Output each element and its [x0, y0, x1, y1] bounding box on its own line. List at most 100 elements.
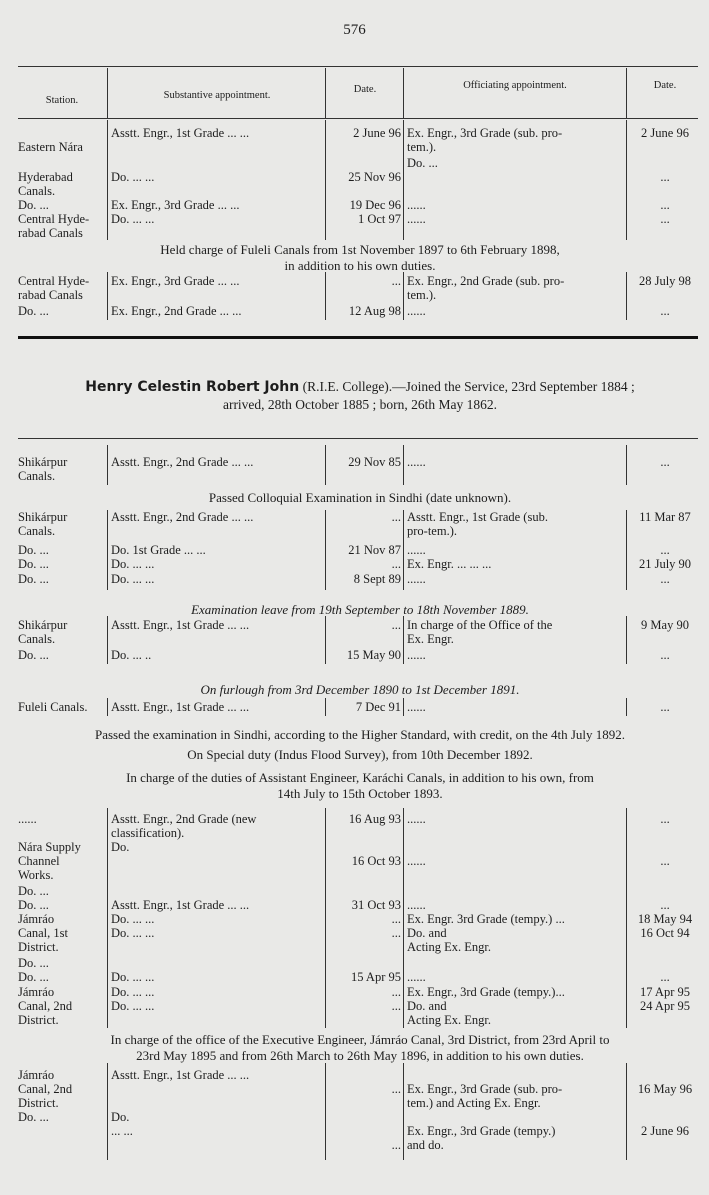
officiating-appointment-cell: Asstt. Engr., 1st Grade (sub. pro-tem.).: [407, 510, 548, 538]
column-rule: [107, 68, 108, 118]
date-cell: 15 Apr 95: [351, 970, 401, 984]
column-header-substantive: Substantive appointment.: [163, 90, 271, 101]
column-rule: [403, 1063, 404, 1160]
officiating-date-cell: 28 July 98: [638, 274, 692, 288]
service-note: Passed Colloquial Examination in Sindhi …: [208, 490, 512, 505]
substantive-appointment-cell: Asstt. Engr., 2nd Grade ... ...: [111, 455, 254, 469]
column-rule: [403, 272, 404, 320]
officiating-date-cell: 16 May 96 2 June 96: [637, 1082, 693, 1138]
station-cell: Shikárpur Canals.: [18, 510, 68, 538]
page-number: 576: [343, 22, 366, 38]
column-rule: [107, 1063, 108, 1160]
officer-name: Henry Celestin Robert John: [85, 379, 300, 395]
column-rule: [626, 445, 627, 485]
officiating-date-cell: ...: [660, 212, 670, 226]
date-cell: ...: [391, 274, 401, 288]
column-rule: [325, 445, 326, 485]
officer-details: (R.I.E. College).—Joined the Service, 23…: [222, 379, 635, 412]
station-cell: Do. ... Do. ...: [18, 956, 49, 984]
service-note: In charge of the office of the Executive…: [110, 1032, 610, 1063]
date-cell: ...: [391, 557, 401, 571]
column-rule: [325, 698, 326, 716]
column-rule: [626, 120, 627, 240]
officiating-appointment-cell: Do. ...: [407, 156, 438, 170]
officiating-date-cell: ...: [660, 170, 670, 184]
substantive-appointment-cell: Do. ... ...: [111, 557, 155, 571]
column-rule: [325, 808, 326, 1028]
officiating-date-cell: 9 May 90: [641, 618, 689, 632]
substantive-appointment-cell: Do. ... ..: [111, 648, 152, 662]
officiating-date-cell: 17 Apr 95 24 Apr 95: [640, 985, 690, 1013]
officiating-appointment-cell: Ex. Engr. ... ... ...: [407, 557, 492, 571]
officiating-date-cell: 2 June 96: [641, 126, 689, 140]
service-note: Held charge of Fuleli Canals from 1st No…: [160, 242, 560, 273]
column-rule: [107, 120, 108, 240]
station-cell: Fuleli Canals.: [18, 700, 88, 714]
column-rule: [403, 445, 404, 485]
substantive-appointment-cell: Asstt. Engr., 1st Grade ... ...: [111, 126, 250, 140]
officiating-date-cell: ...: [660, 854, 670, 868]
station-cell: Jámráo Canal, 2nd District. Do. ...: [18, 1068, 73, 1124]
column-rule: [626, 272, 627, 320]
entry-heading: Henry Celestin Robert John (R.I.E. Colle…: [20, 378, 700, 413]
substantive-appointment-cell: Do. 1st Grade ... ...: [111, 543, 206, 557]
service-note: On furlough from 3rd December 1890 to 1s…: [200, 682, 520, 697]
date-cell: ... ...: [391, 1082, 401, 1152]
station-cell: Central Hyde- rabad Canals: [18, 212, 90, 240]
header-bottom-rule: [18, 118, 698, 119]
substantive-appointment-cell: Ex. Engr., 2nd Grade ... ...: [111, 304, 242, 318]
officiating-date-cell: ...: [660, 455, 670, 469]
officiating-date-cell: ...: [660, 572, 670, 586]
date-cell: 31 Oct 93: [351, 898, 401, 912]
officiating-appointment-cell: ......: [407, 898, 426, 912]
station-cell: Do. ... Do. ...: [18, 884, 49, 912]
column-rule: [403, 120, 404, 240]
officiating-appointment-cell: ......: [407, 572, 426, 586]
officiating-appointment-cell: ......: [407, 198, 426, 212]
service-note: Examination leave from 19th September to…: [191, 602, 529, 617]
station-cell: Central Hyde- rabad Canals: [18, 274, 90, 302]
substantive-appointment-cell: Asstt. Engr., 1st Grade ... ...: [111, 618, 250, 632]
column-rule: [325, 1063, 326, 1160]
officiating-appointment-cell: Ex. Engr., 3rd Grade (tempy.)... Do. and…: [407, 985, 565, 1027]
date-cell: 25 Nov 96: [348, 170, 401, 184]
column-rule: [325, 510, 326, 590]
station-cell: ......: [18, 812, 37, 826]
officiating-date-cell: 11 Mar 87: [639, 510, 691, 524]
station-cell: Do. ...: [18, 557, 49, 571]
station-cell: Jámráo Canal, 1st District.: [18, 912, 68, 954]
station-cell: Eastern Nára: [18, 140, 83, 154]
officiating-appointment-cell: ......: [407, 543, 426, 557]
officiating-appointment-cell: Ex. Engr., 3rd Grade (sub. pro- tem.) an…: [407, 1082, 563, 1152]
officiating-date-cell: ...: [660, 304, 670, 318]
column-header-station: Station.: [45, 95, 79, 106]
date-cell: ...: [391, 618, 401, 632]
substantive-appointment-cell: Ex. Engr., 3rd Grade ... ...: [111, 274, 240, 288]
substantive-appointment-cell: Do.: [111, 840, 130, 854]
column-rule: [626, 510, 627, 590]
station-cell: Do. ...: [18, 304, 49, 318]
date-cell: 19 Dec 96: [349, 198, 401, 212]
column-rule: [403, 616, 404, 664]
date-cell: 16 Oct 93: [351, 854, 401, 868]
column-rule: [107, 616, 108, 664]
section-divider: [18, 336, 698, 339]
column-rule: [403, 808, 404, 1028]
date-cell: 8 Sept 89: [353, 572, 401, 586]
column-rule: [325, 120, 326, 240]
officiating-appointment-cell: Ex. Engr. 3rd Grade (tempy.) ... Do. and…: [407, 912, 565, 954]
substantive-appointment-cell: Asstt. Engr., 1st Grade ... ...: [111, 898, 250, 912]
date-cell: ... ...: [391, 985, 401, 1013]
column-rule: [325, 68, 326, 118]
column-rule: [626, 616, 627, 664]
officiating-appointment-cell: ......: [407, 648, 426, 662]
officiating-appointment-cell: Ex. Engr., 3rd Grade (sub. pro- tem.).: [407, 126, 563, 154]
substantive-appointment-cell: Asstt. Engr., 1st Grade ... ... Do. ... …: [111, 1068, 250, 1138]
officiating-date-cell: ...: [660, 898, 670, 912]
officiating-appointment-cell: In charge of the Office of the Ex. Engr.: [407, 618, 553, 646]
date-cell: 7 Dec 91: [355, 700, 401, 714]
substantive-appointment-cell: Asstt. Engr., 2nd Grade (new classificat…: [111, 812, 257, 840]
column-rule: [107, 698, 108, 716]
column-rule: [403, 68, 404, 118]
station-cell: Shikárpur Canals.: [18, 455, 68, 483]
